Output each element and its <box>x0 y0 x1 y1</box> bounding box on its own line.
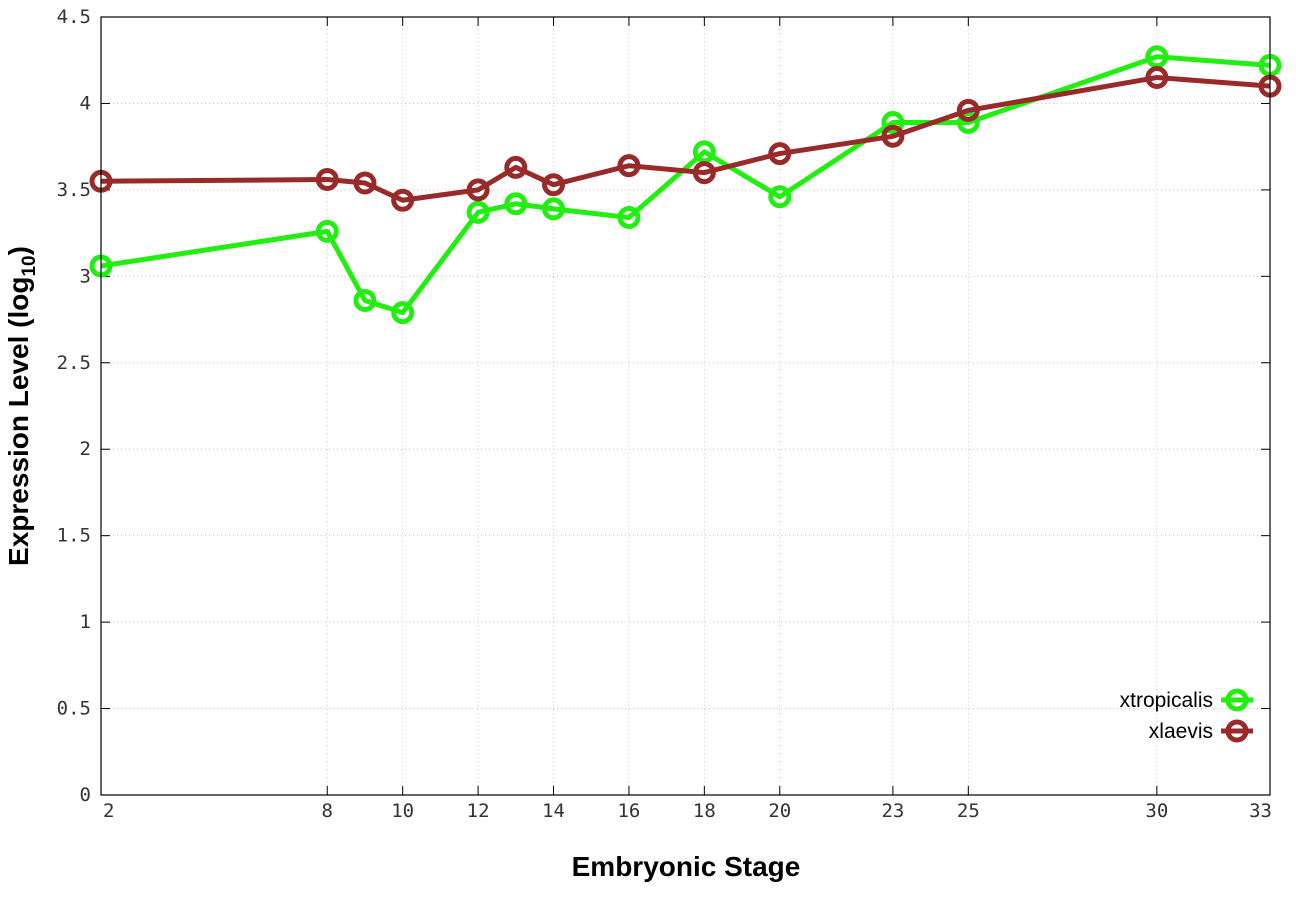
data-point-xlaevis <box>881 124 905 148</box>
y-axis-title-sub: 10 <box>19 255 40 276</box>
x-axis-title: Embryonic Stage <box>572 851 801 882</box>
legend-label-xlaevis: xlaevis <box>1149 720 1213 743</box>
data-point-xtropicalis <box>542 197 566 221</box>
x-tick-label: 30 <box>1145 800 1168 822</box>
legend: xtropicalis xlaevis <box>1120 688 1253 743</box>
data-point-xlaevis <box>504 155 528 179</box>
x-tick-label: 10 <box>391 800 414 822</box>
y-tick-label: 4.5 <box>57 6 91 28</box>
y-tick-label: 3.5 <box>57 179 91 201</box>
y-tick-label: 0 <box>80 784 91 806</box>
legend-entry-xtropicalis: xtropicalis <box>1120 688 1253 712</box>
data-point-xlaevis <box>353 171 377 195</box>
data-point-xlaevis <box>956 98 980 122</box>
y-tick-label: 2.5 <box>57 352 91 374</box>
y-tick-label: 2 <box>80 438 91 460</box>
data-point-xlaevis <box>466 178 490 202</box>
data-point-xtropicalis <box>391 301 415 325</box>
series-line-xtropicalis <box>100 54 1271 316</box>
data-point-xlaevis <box>315 168 339 192</box>
legend-marker-xlaevis <box>1225 719 1249 743</box>
data-point-xlaevis <box>391 188 415 212</box>
y-tick-label: 3 <box>80 265 91 287</box>
x-tick-label: 14 <box>542 800 565 822</box>
y-tick-label: 0.5 <box>57 698 91 720</box>
x-tick-label: 33 <box>1249 800 1272 822</box>
series-line-xlaevis <box>100 75 1271 203</box>
x-tick-label: 12 <box>467 800 490 822</box>
x-tick-label: 18 <box>693 800 716 822</box>
data-point-xtropicalis <box>881 110 905 134</box>
x-tick-label: 16 <box>617 800 640 822</box>
y-axis-title-main: Expression Level (log <box>3 277 34 566</box>
legend-marker-xtropicalis <box>1225 688 1249 712</box>
data-point-xlaevis <box>542 173 566 197</box>
y-tick-label: 1 <box>80 611 91 633</box>
plot-frame <box>100 16 1271 796</box>
data-point-xlaevis <box>692 161 716 185</box>
x-tick-label: 2 <box>103 800 114 822</box>
series-xlaevis <box>89 66 1282 212</box>
data-point-xtropicalis <box>315 219 339 243</box>
grid-layer <box>101 17 1270 795</box>
y-axis-title: Expression Level (log10) <box>3 246 40 566</box>
data-point-xtropicalis <box>504 192 528 216</box>
series-layer <box>89 45 1282 325</box>
x-tick-label: 20 <box>768 800 791 822</box>
y-tick-label: 4 <box>80 92 91 114</box>
data-point-xlaevis <box>1145 66 1169 90</box>
tick-layer: 0 0.5 1 1.5 2 2.5 3 3.5 4 4.5 2 8 10 12 14 16 18 20 23 25 30… <box>57 6 1272 822</box>
data-point-xlaevis <box>768 142 792 166</box>
data-point-xtropicalis <box>353 289 377 313</box>
y-axis-title-close: ) <box>3 246 34 255</box>
data-point-xtropicalis <box>692 140 716 164</box>
data-point-xtropicalis <box>466 200 490 224</box>
x-tick-label: 25 <box>957 800 980 822</box>
x-tick-label: 8 <box>322 800 333 822</box>
data-point-xtropicalis <box>1145 45 1169 69</box>
data-point-xtropicalis <box>617 206 641 230</box>
y-tick-label: 1.5 <box>57 525 91 547</box>
data-point-xtropicalis <box>956 110 980 134</box>
x-tick-label: 23 <box>881 800 904 822</box>
data-point-xtropicalis <box>768 185 792 209</box>
legend-entry-xlaevis: xlaevis <box>1149 719 1253 743</box>
data-point-xlaevis <box>617 154 641 178</box>
legend-label-xtropicalis: xtropicalis <box>1120 689 1213 712</box>
